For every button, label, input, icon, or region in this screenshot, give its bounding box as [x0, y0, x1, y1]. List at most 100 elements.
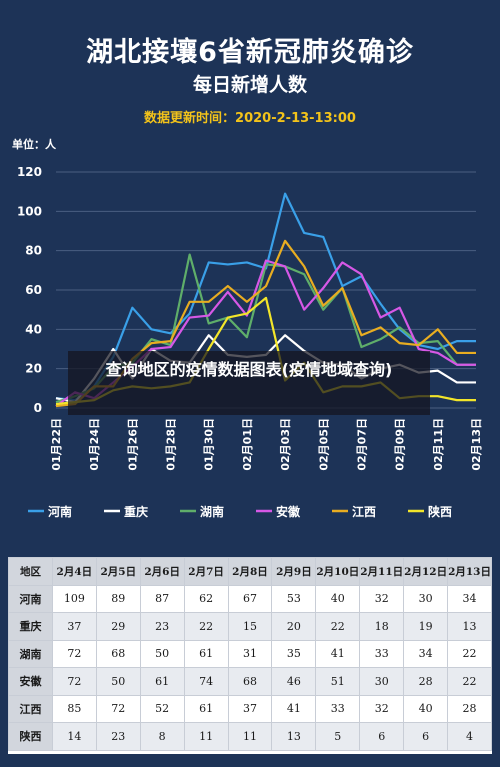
- table-row: 河南 109 89 87 62 67 53 40 32 30 34: [8, 584, 492, 613]
- table-cell: 62: [183, 584, 229, 613]
- table-region-cell: 湖南: [8, 639, 53, 668]
- legend-label: 江西: [352, 504, 376, 519]
- y-tick-label: 80: [25, 244, 42, 258]
- legend-label: 安徽: [276, 504, 301, 519]
- table-row: 湖南 72 68 50 61 31 35 41 33 34 22: [8, 639, 492, 668]
- table-cell: 68: [95, 639, 141, 668]
- table-cell: 41: [315, 639, 361, 668]
- table-cell: 23: [139, 612, 185, 641]
- table-cell: 28: [403, 667, 449, 696]
- table-cell: 22: [183, 612, 229, 641]
- table-cell: 29: [95, 612, 141, 641]
- table-region-cell: 河南: [8, 584, 53, 613]
- table-cell: 68: [227, 667, 273, 696]
- table-cell: 20: [271, 612, 317, 641]
- table-date-header: 2月10日: [315, 557, 361, 586]
- table-cell: 22: [447, 639, 492, 668]
- x-tick-label: 02月13日: [470, 418, 483, 471]
- table-cell: 50: [95, 667, 141, 696]
- table-cell: 8: [139, 722, 185, 751]
- table-date-header: 2月8日: [227, 557, 273, 586]
- x-tick-label: 02月05日: [317, 418, 330, 471]
- table-row: 江西 85 72 52 61 37 41 33 32 40 28: [8, 694, 492, 723]
- table-cell: 6: [403, 722, 449, 751]
- table-region-cell: 江西: [8, 694, 53, 723]
- table-cell: 32: [359, 694, 405, 723]
- chart-subtitle: 每日新增人数: [192, 74, 307, 96]
- table-cell: 30: [403, 584, 449, 613]
- data-table-container: 地区 2月4日 2月5日 2月6日 2月7日 2月8日 2月9日 2月10日 2…: [8, 557, 492, 754]
- x-tick-label: 01月26日: [126, 418, 139, 471]
- x-tick-label: 02月07日: [355, 418, 368, 471]
- table-region-cell: 安徽: [8, 667, 53, 696]
- table-cell: 5: [315, 722, 361, 751]
- table-body: 河南 109 89 87 62 67 53 40 32 30 34 重庆 37 29 23 22 15 20 22 1…: [8, 584, 492, 751]
- table-cell: 37: [51, 612, 97, 641]
- table-cell: 33: [315, 694, 361, 723]
- x-tick-label: 01月28日: [165, 418, 178, 471]
- table-cell: 6: [359, 722, 405, 751]
- y-tick-label: 100: [17, 204, 42, 218]
- table-cell: 34: [447, 584, 492, 613]
- table-cell: 72: [51, 639, 97, 668]
- table-cell: 72: [51, 667, 97, 696]
- table-date-header: 2月4日: [51, 557, 97, 586]
- table-cell: 4: [447, 722, 492, 751]
- table-cell: 61: [183, 639, 229, 668]
- table-cell: 61: [183, 694, 229, 723]
- table-date-header: 2月13日: [447, 557, 492, 586]
- x-tick-label: 02月11日: [432, 418, 445, 471]
- y-tick-label: 120: [17, 165, 42, 179]
- table-cell: 30: [359, 667, 405, 696]
- y-tick-label: 20: [25, 362, 42, 376]
- table-date-header: 2月6日: [139, 557, 185, 586]
- y-tick-label: 0: [34, 401, 42, 415]
- update-time-label: 数据更新时间：2020-2-13-13:00: [144, 111, 356, 126]
- table-cell: 11: [227, 722, 273, 751]
- chart-title: 湖北接壤6省新冠肺炎确诊: [86, 37, 414, 68]
- table-region-cell: 陕西: [8, 722, 53, 751]
- legend-label: 陕西: [428, 504, 452, 519]
- x-tick-label: 01月22日: [50, 418, 63, 471]
- table-cell: 74: [183, 667, 229, 696]
- table-cell: 52: [139, 694, 185, 723]
- table-date-header: 2月12日: [403, 557, 449, 586]
- table-date-header: 2月9日: [271, 557, 317, 586]
- table-cell: 34: [403, 639, 449, 668]
- x-tick-label: 02月03日: [279, 418, 292, 471]
- table-corner-cell: 地区: [8, 557, 53, 586]
- table-date-header: 2月11日: [359, 557, 405, 586]
- table-cell: 72: [95, 694, 141, 723]
- overlay-banner: 查询地区的疫情数据图表(疫情地域查询): [68, 351, 430, 415]
- table-cell: 40: [315, 584, 361, 613]
- table-header-row: 地区 2月4日 2月5日 2月6日 2月7日 2月8日 2月9日 2月10日 2…: [8, 557, 492, 586]
- overlay-text: 查询地区的疫情数据图表(疫情地域查询): [105, 360, 393, 379]
- table-cell: 19: [403, 612, 449, 641]
- table-cell: 13: [447, 612, 492, 641]
- table-cell: 61: [139, 667, 185, 696]
- unit-label: 单位：人: [12, 138, 56, 151]
- table-cell: 50: [139, 639, 185, 668]
- table-cell: 109: [51, 584, 97, 613]
- x-tick-label: 01月30日: [203, 418, 216, 471]
- table-cell: 41: [271, 694, 317, 723]
- table-cell: 14: [51, 722, 97, 751]
- x-tick-label: 02月09日: [394, 418, 407, 471]
- table-row: 重庆 37 29 23 22 15 20 22 18 19 13: [8, 612, 492, 641]
- data-table: 地区 2月4日 2月5日 2月6日 2月7日 2月8日 2月9日 2月10日 2…: [8, 557, 492, 751]
- legend-label: 重庆: [124, 504, 148, 519]
- table-cell: 11: [183, 722, 229, 751]
- x-tick-label: 02月01日: [241, 418, 254, 471]
- table-cell: 46: [271, 667, 317, 696]
- line-chart: 0 20 40 60 80 100 120 01月22日 01月24日 01月26日 01月28日 0…: [17, 165, 483, 519]
- table-region-cell: 重庆: [8, 612, 53, 641]
- legend-label: 河南: [47, 504, 72, 519]
- y-tick-label: 60: [25, 283, 42, 297]
- table-cell: 40: [403, 694, 449, 723]
- table-cell: 67: [227, 584, 273, 613]
- x-tick-label: 01月24日: [88, 418, 101, 471]
- table-cell: 51: [315, 667, 361, 696]
- table-cell: 31: [227, 639, 273, 668]
- table-cell: 28: [447, 694, 492, 723]
- table-cell: 22: [447, 667, 492, 696]
